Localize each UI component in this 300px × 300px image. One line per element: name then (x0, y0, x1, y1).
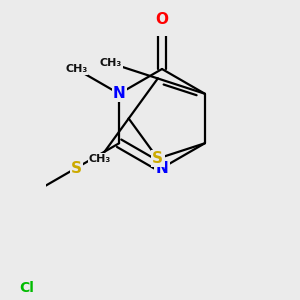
Text: CH₃: CH₃ (100, 58, 122, 68)
Text: CH₃: CH₃ (65, 64, 87, 74)
Text: O: O (155, 12, 169, 27)
Text: S: S (152, 151, 163, 166)
Text: N: N (113, 86, 125, 101)
Text: CH₃: CH₃ (88, 154, 111, 164)
Text: N: N (156, 160, 168, 175)
Text: Cl: Cl (20, 281, 34, 295)
Text: S: S (71, 160, 82, 175)
